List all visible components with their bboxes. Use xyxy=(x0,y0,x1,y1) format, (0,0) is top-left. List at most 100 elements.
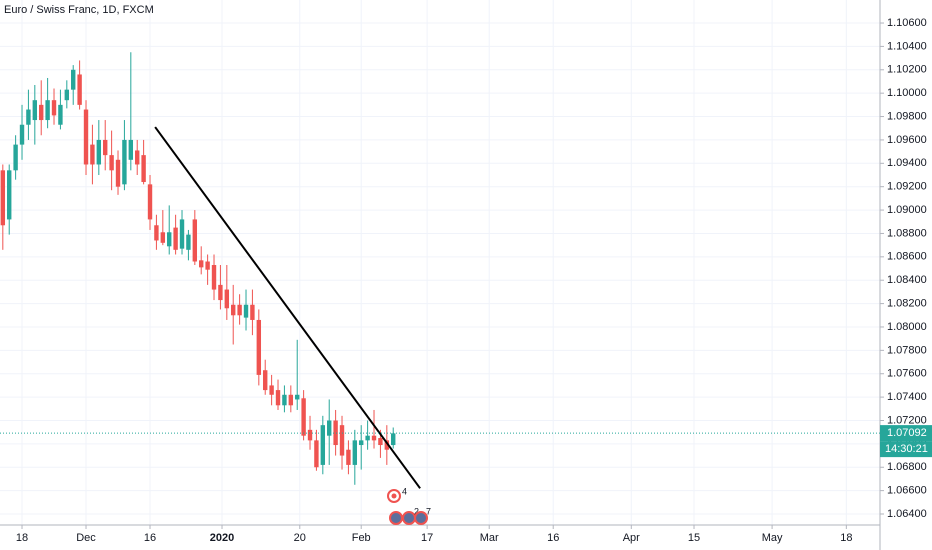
candle-body xyxy=(301,398,306,436)
candle-body xyxy=(205,261,210,270)
candle-body xyxy=(218,284,223,301)
last-price-label: 1.07092 xyxy=(887,427,927,439)
last-price-box xyxy=(880,425,932,442)
candle-body xyxy=(237,304,242,316)
candle-body xyxy=(339,425,345,456)
x-tick-label: 16 xyxy=(547,532,559,544)
y-tick-label: 1.09800 xyxy=(887,110,927,122)
event-icon[interactable] xyxy=(389,511,403,525)
candle-body xyxy=(19,124,25,145)
candle-body xyxy=(384,440,390,450)
x-tick-label: Feb xyxy=(352,532,371,544)
event-count: 7 xyxy=(426,506,431,516)
y-tick-label: 1.08800 xyxy=(887,227,927,239)
candle-body xyxy=(199,260,204,268)
y-tick-label: 1.09600 xyxy=(887,134,927,146)
candle-body xyxy=(371,435,377,441)
candle-body xyxy=(135,150,140,165)
candle-body xyxy=(32,100,38,121)
candle-body xyxy=(13,144,18,171)
candle-body xyxy=(295,394,300,400)
x-tick-label: May xyxy=(762,532,783,544)
candle-body xyxy=(224,289,230,309)
event-count: 2 xyxy=(414,506,419,516)
candle-body xyxy=(26,109,31,125)
candle-body xyxy=(391,433,396,446)
candle-body xyxy=(109,155,114,171)
y-tick-label: 1.10400 xyxy=(887,40,927,52)
candle-body xyxy=(288,394,294,406)
x-tick-label: 18 xyxy=(16,532,28,544)
candle-body xyxy=(64,89,70,101)
candle-body xyxy=(115,159,121,187)
event-icon-dot xyxy=(391,493,397,499)
candle-body xyxy=(173,227,178,250)
candle-body xyxy=(51,100,57,116)
candle-body xyxy=(90,144,95,165)
candle-body xyxy=(103,139,108,156)
candle-body xyxy=(39,104,44,121)
y-tick-label: 1.08600 xyxy=(887,251,927,263)
x-tick-label: Apr xyxy=(623,532,640,544)
candle-body xyxy=(378,438,383,446)
x-tick-label: Dec xyxy=(76,532,96,544)
candle-body xyxy=(77,74,82,105)
y-tick-label: 1.07400 xyxy=(887,391,927,403)
x-tick-label: 18 xyxy=(840,532,852,544)
event-icons: 4 2 7 xyxy=(387,486,431,525)
countdown-box xyxy=(880,441,932,458)
x-tick-label: Mar xyxy=(480,532,499,544)
y-tick-label: 1.09200 xyxy=(887,181,927,193)
chart-title: Euro / Swiss Franc, 1D, FXCM xyxy=(4,4,154,16)
candle-body xyxy=(243,304,249,318)
x-tick-label: 2020 xyxy=(210,532,234,544)
candle-body xyxy=(45,100,50,121)
trend-line xyxy=(154,126,421,489)
x-tick-label: 20 xyxy=(294,532,306,544)
candle-body xyxy=(7,170,12,220)
event-count: 4 xyxy=(402,486,407,496)
candle-body xyxy=(192,219,198,262)
y-tick-label: 1.06400 xyxy=(887,508,927,520)
candle-body xyxy=(250,304,255,320)
candle-body xyxy=(96,139,102,165)
candle-body xyxy=(231,304,236,316)
candle-body xyxy=(275,390,281,406)
candle-body xyxy=(122,139,127,185)
y-tick-label: 1.10000 xyxy=(887,87,927,99)
candle-body xyxy=(154,225,159,241)
y-tick-label: 1.08200 xyxy=(887,297,927,309)
candle-body xyxy=(58,104,63,125)
x-tick-label: 17 xyxy=(421,532,433,544)
y-tick-label: 1.08000 xyxy=(887,321,927,333)
candle-body xyxy=(147,184,153,220)
candle-body xyxy=(269,385,274,395)
y-tick-label: 1.07800 xyxy=(887,344,927,356)
candle-body xyxy=(333,420,338,446)
candle-body xyxy=(282,394,287,406)
candle-body xyxy=(256,319,262,375)
candle-body xyxy=(359,440,364,446)
candle-body xyxy=(314,440,319,468)
candle-body xyxy=(128,139,134,160)
y-tick-label: 1.06800 xyxy=(887,461,927,473)
y-tick-label: 1.07200 xyxy=(887,414,927,426)
candle-body xyxy=(327,420,332,436)
y-tick-label: 1.09000 xyxy=(887,204,927,216)
candle-body xyxy=(0,170,6,226)
candle-body xyxy=(352,440,358,465)
candle-body xyxy=(186,234,191,250)
candle-body xyxy=(160,232,166,243)
candle-body xyxy=(365,435,370,441)
candle-body xyxy=(71,69,76,90)
candle-body xyxy=(167,232,172,247)
y-tick-label: 1.08400 xyxy=(887,274,927,286)
candles xyxy=(0,52,396,485)
countdown-label: 14:30:21 xyxy=(885,443,928,455)
x-tick-label: 16 xyxy=(144,532,156,544)
grid xyxy=(0,0,880,525)
candle-body xyxy=(307,429,313,441)
event-icon[interactable] xyxy=(414,511,428,525)
